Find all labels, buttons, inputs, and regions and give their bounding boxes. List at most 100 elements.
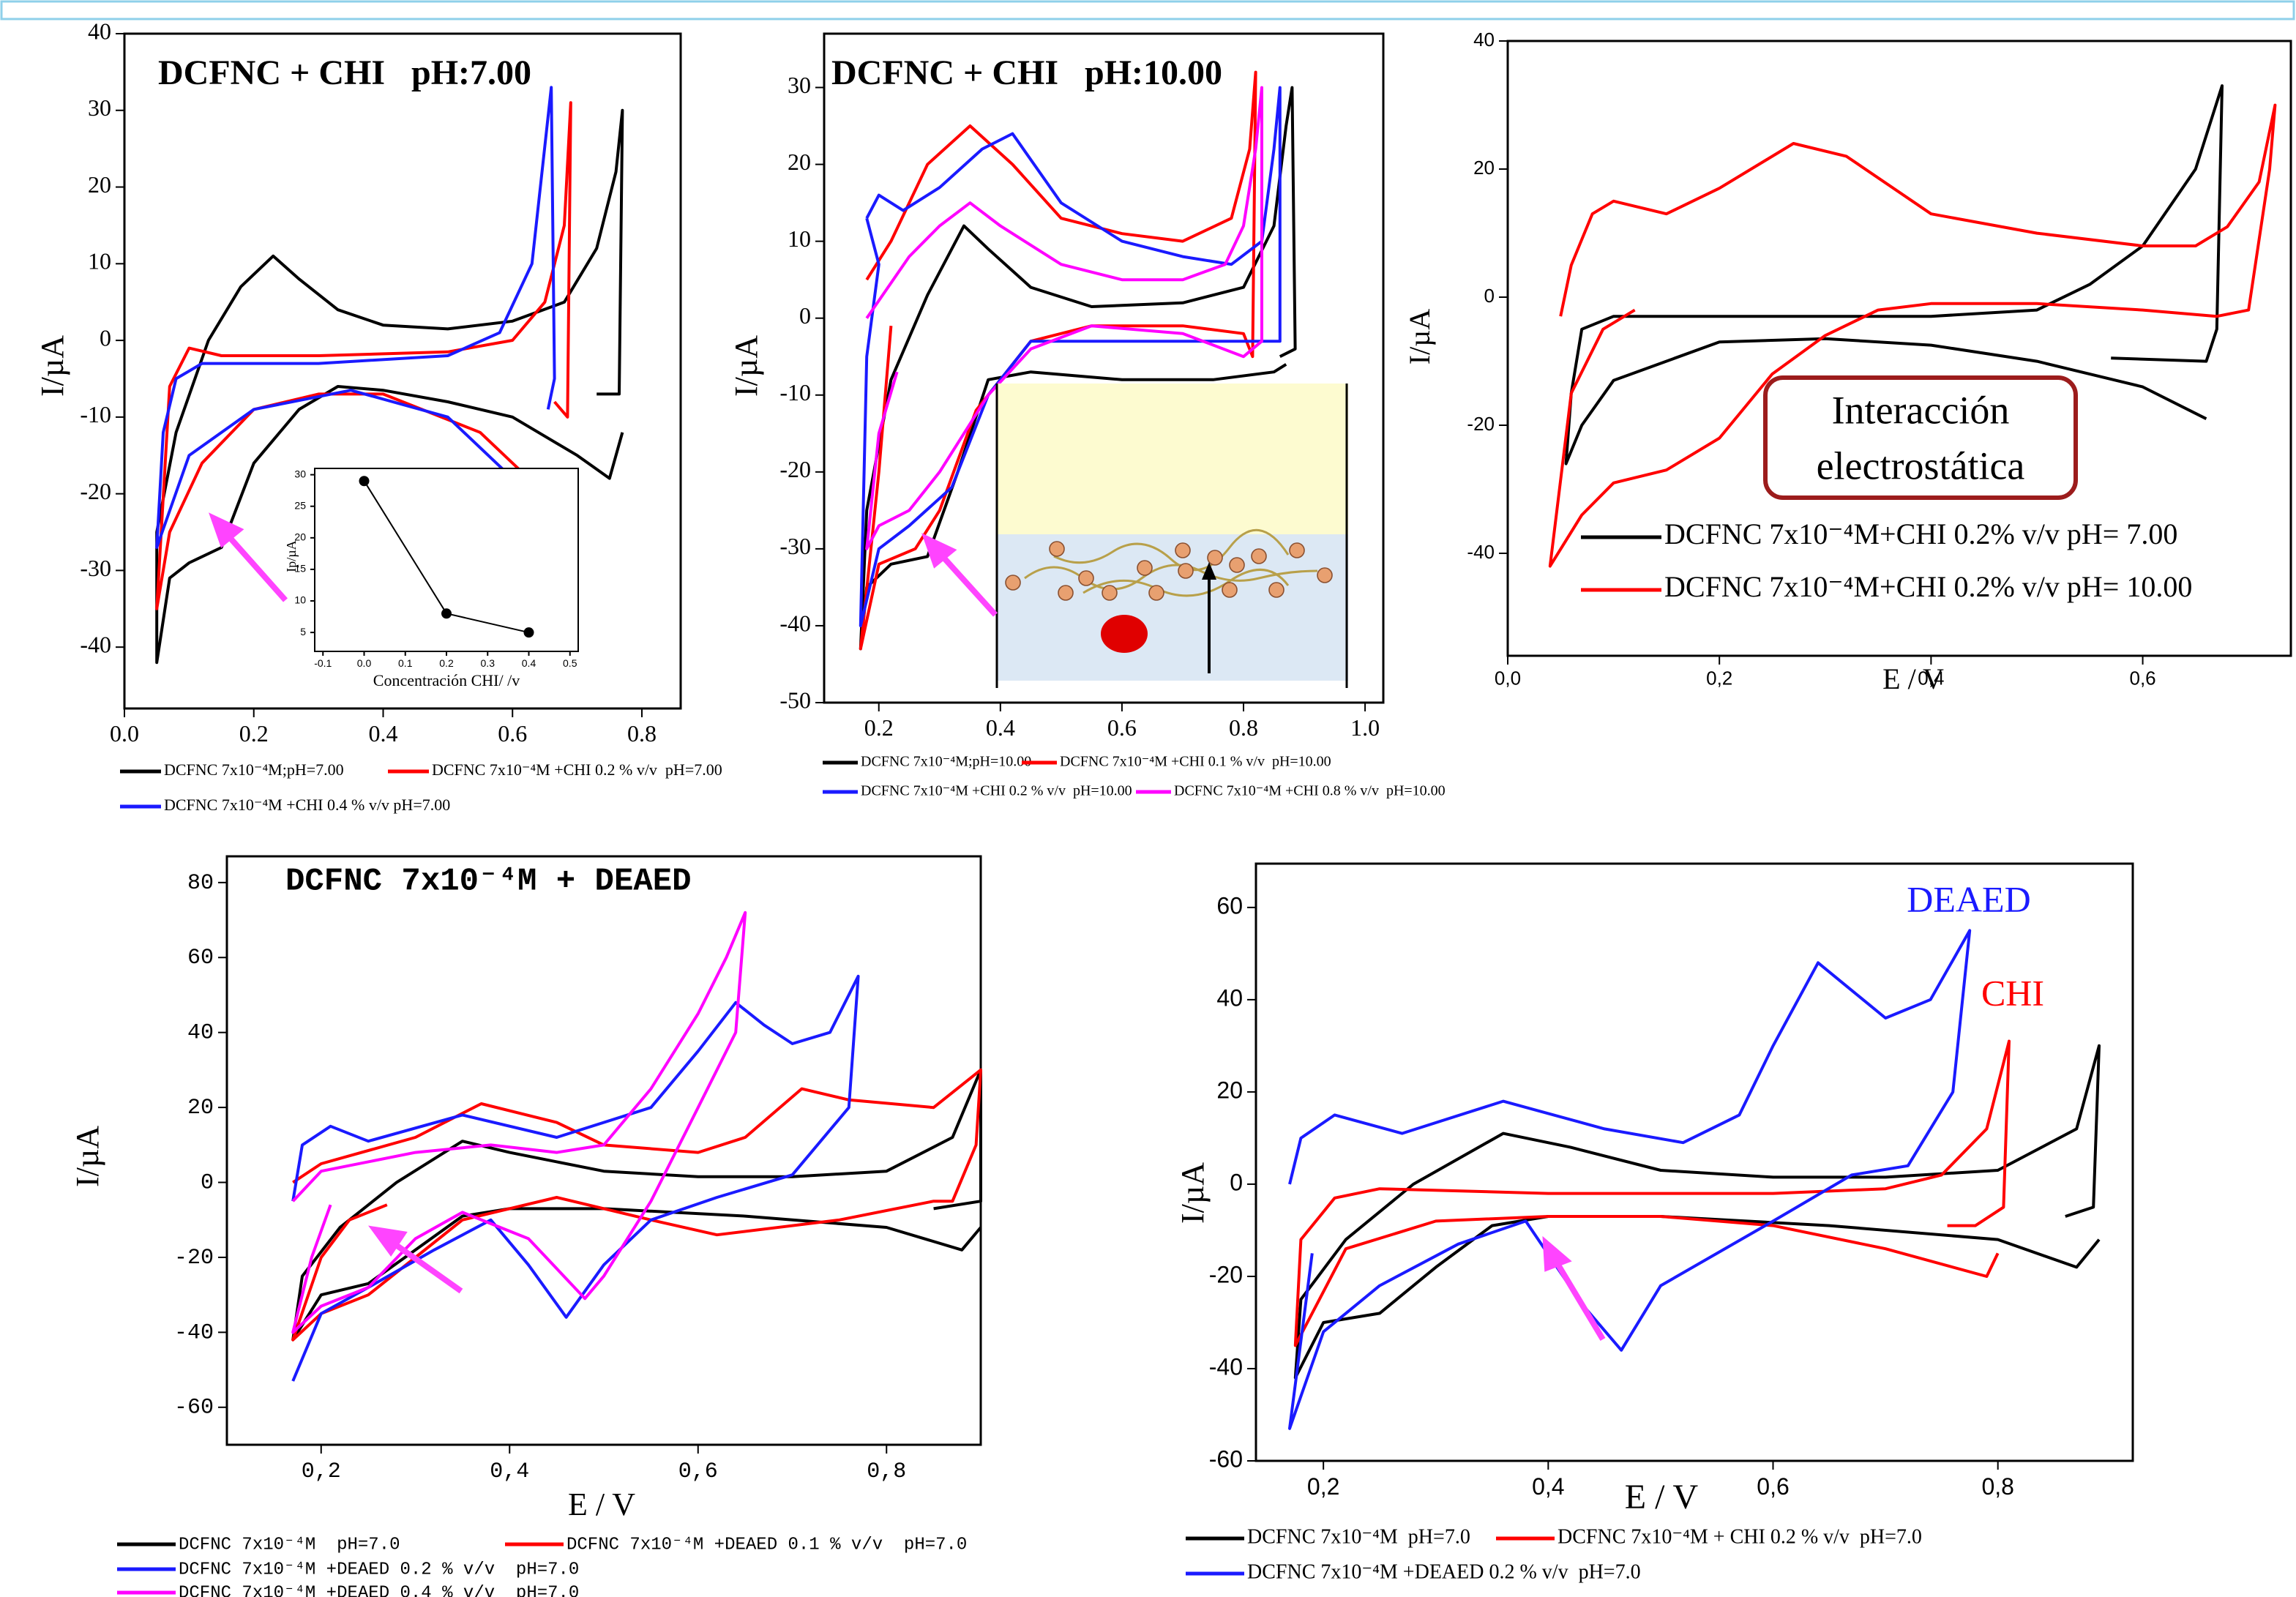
x-tick-label: 0.8 (1229, 714, 1258, 741)
x-tick-label: 0,6 (678, 1459, 718, 1484)
legend-label: DCFNC 7x10⁻⁴M +CHI 0.4 % v/v pH=7.00 (164, 796, 450, 814)
x-tick-label: 0.4 (522, 657, 536, 669)
x-tick-label: 0,4 (1532, 1473, 1564, 1500)
annotation: Interacción (1832, 388, 2010, 432)
y-tick-label: -40 (80, 632, 111, 658)
overlay: Interacción electrostática DEAED CHI (209, 375, 2078, 1342)
annotation: electrostática (1817, 444, 2025, 487)
x-tick-label: 0,0 (1495, 667, 1521, 689)
y-axis-label: I/µA (1403, 309, 1436, 364)
x-tick-label: 0,8 (867, 1459, 906, 1484)
series-line (865, 86, 1263, 550)
y-tick-label: -10 (80, 401, 111, 427)
y-tick-label: 0 (799, 302, 811, 329)
series-line (859, 86, 1297, 651)
annotation-box (1763, 375, 2078, 500)
y-tick-label: -40 (1467, 541, 1495, 563)
x-axis-label: E / V (1882, 662, 1944, 695)
y-tick-label: -20 (1467, 413, 1495, 435)
x-tick-label: 0,2 (302, 1459, 341, 1484)
x-tick-label: 0,6 (1757, 1473, 1789, 1500)
marker (523, 627, 534, 638)
y-axis-label: I/µA (1175, 1162, 1211, 1224)
legend-label: DCFNC 7x10⁻⁴M +DEAED 0.2 % v/v pH=7.0 (1247, 1560, 1641, 1583)
x-tick-label: 0.8 (627, 720, 657, 747)
x-axis-label: Concentración CHI/ /v (373, 671, 520, 689)
y-tick-label: 20 (187, 1096, 214, 1121)
legend-label: DCFNC 7x10⁻⁴M + CHI 0.2 % v/v pH=7.0 (1558, 1525, 1922, 1548)
x-tick-label: 0,4 (1918, 667, 1944, 689)
series-line (291, 1068, 982, 1342)
x-tick-label: 0.0 (110, 720, 139, 747)
top-banner (0, 0, 2295, 20)
y-tick-label: 10 (294, 594, 306, 606)
x-tick-label: 0.2 (864, 714, 894, 741)
y-tick-label: 80 (187, 871, 214, 896)
plots: 40 30 20 10 0 -10 -20 -30 -40 0.0 0.2 0.4 0.6 0.8 DCFN… (34, 18, 2292, 1597)
plot-frame (225, 855, 982, 1446)
y-tick-label: 0 (1484, 285, 1495, 307)
y-tick-label: -40 (174, 1320, 214, 1345)
y-tick-label: -60 (174, 1396, 214, 1421)
y-tick-label: -10 (779, 379, 811, 405)
series-line (1548, 103, 2277, 568)
y-tick-label: -40 (779, 610, 811, 636)
y-tick-label: -60 (1209, 1445, 1243, 1472)
y-tick-label: -20 (174, 1246, 214, 1271)
y-tick-label: -30 (779, 533, 811, 559)
series-line (291, 910, 747, 1334)
y-axis-label: I/µA (70, 1126, 105, 1187)
y-tick-label: 20 (788, 149, 811, 175)
y-tick-label: 10 (788, 225, 811, 252)
arrows (209, 512, 1606, 1342)
diagram (995, 384, 1348, 688)
chart-title: DCFNC + CHI pH:10.00 (831, 53, 1222, 92)
y-tick-label: 0 (100, 324, 111, 351)
x-tick-label: 0,8 (1981, 1473, 2013, 1500)
x-tick-label: 0,2 (1307, 1473, 1339, 1500)
y-tick-label: 40 (1473, 29, 1495, 51)
y-tick-label: 0 (201, 1170, 214, 1195)
y-tick-label: 20 (294, 531, 306, 543)
chart-title: DCFNC + CHI pH:7.00 (158, 53, 531, 92)
y-tick-label: 40 (187, 1021, 214, 1046)
legend-label: DCFNC 7x10⁻⁴M+CHI 0.2% v/v pH= 7.00 (1664, 517, 2177, 550)
legend-label: DCFNC 7x10⁻⁴M +DEAED 0.2 % v/v pH=7.0 (179, 1560, 579, 1579)
y-axis-label: I/µA (34, 335, 70, 397)
x-tick-label: 0.3 (481, 657, 496, 669)
x-tick-label: 0,2 (1706, 667, 1732, 689)
y-axis-label: Ip/µA (284, 540, 299, 572)
legend-label: DCFNC 7x10⁻⁴M +CHI 0.2 % v/v pH=7.00 (432, 760, 722, 779)
y-tick-label: -20 (80, 478, 111, 504)
chart-title: DCFNC 7x10⁻⁴M + DEAED (285, 864, 692, 900)
y-tick-label: -50 (779, 687, 811, 713)
y-tick-label: 20 (1473, 157, 1495, 179)
x-tick-label: 1.0 (1350, 714, 1380, 741)
y-tick-label: 25 (294, 499, 306, 511)
x-tick-label: 0.0 (357, 657, 372, 669)
x-tick-label: -0.1 (314, 657, 332, 669)
y-tick-label: 0 (1230, 1169, 1243, 1195)
series-line (859, 70, 1257, 651)
legend-label: DCFNC 7x10⁻⁴M+CHI 0.2% v/v pH= 10.00 (1664, 570, 2192, 603)
y-tick-label: 20 (88, 171, 111, 198)
annotation: DEAED (1907, 878, 2030, 919)
legend-label: DCFNC 7x10⁻⁴M pH=7.0 (179, 1535, 400, 1555)
series-line (291, 1068, 982, 1342)
plot-frame (1254, 862, 2134, 1462)
legend-label: DCFNC 7x10⁻⁴M +DEAED 0.4 % v/v pH=7.0 (179, 1583, 579, 1597)
y-tick-label: 60 (187, 946, 214, 970)
legend-label: DCFNC 7x10⁻⁴M +CHI 0.8 % v/v pH=10.00 (1174, 783, 1446, 799)
y-tick-label: 20 (1216, 1077, 1243, 1103)
series-line (1288, 929, 1972, 1430)
x-tick-label: 0,4 (490, 1459, 529, 1484)
series-line (859, 86, 1282, 627)
y-axis-label: I/µA (728, 335, 764, 397)
annotation: CHI (1981, 972, 2044, 1013)
series-line (155, 86, 556, 556)
legend-label: DCFNC 7x10⁻⁴M;pH=7.00 (164, 760, 344, 779)
x-tick-label: 0.4 (986, 714, 1015, 741)
legend-label: DCFNC 7x10⁻⁴M +CHI 0.2 % v/v pH=10.00 (861, 783, 1132, 799)
